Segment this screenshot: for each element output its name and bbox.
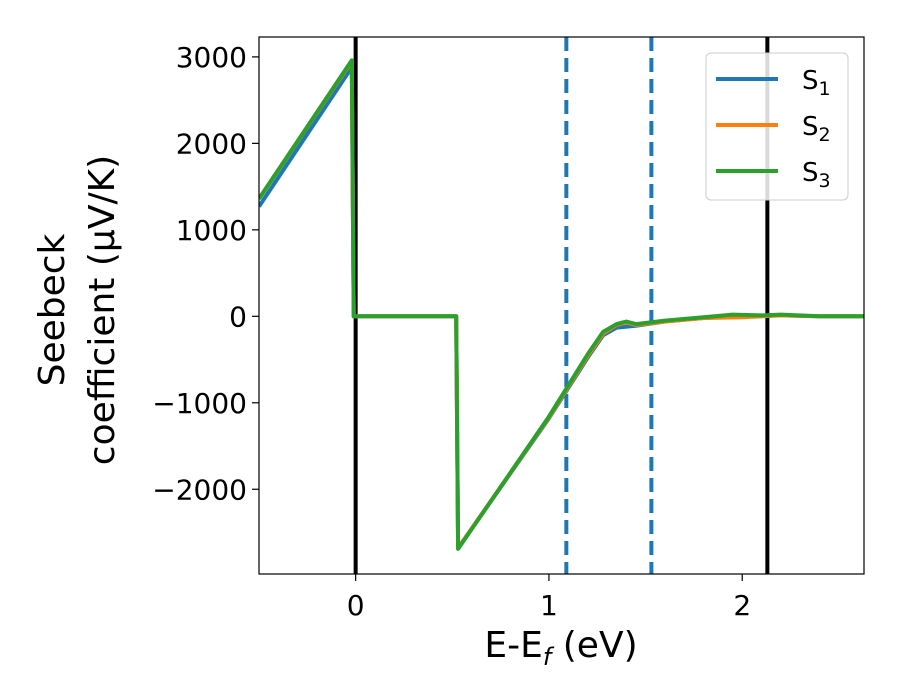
x-tick-label: 1 <box>540 589 558 622</box>
y-axis-ticks: 3000 2000 1000 0 −1000 −2000 <box>152 41 259 506</box>
x-tick-label: 0 <box>347 589 365 622</box>
x-tick-label: 2 <box>733 589 751 622</box>
x-axis-label: E-Ef (eV) <box>484 625 637 671</box>
series-lines <box>259 58 864 551</box>
y-tick-label: 3000 <box>176 41 247 74</box>
legend-label-s3: S3 <box>802 158 831 192</box>
y-axis-label-line1: Seebeck <box>32 233 73 386</box>
legend-label-s2: S2 <box>802 112 831 146</box>
x-axis-ticks: 0 1 2 <box>347 574 751 622</box>
y-tick-label: −2000 <box>152 473 247 506</box>
series-line-s3 <box>259 58 864 551</box>
y-axis-label: Seebeck coefficient (μV/K) <box>32 155 123 465</box>
y-tick-label: 0 <box>229 300 247 333</box>
y-tick-label: 1000 <box>176 214 247 247</box>
plot-frame <box>258 36 865 575</box>
y-tick-label: −1000 <box>152 387 247 420</box>
y-tick-label: 2000 <box>176 127 247 160</box>
legend: S1 S2 S3 <box>705 52 849 201</box>
y-axis-label-line2: coefficient (μV/K) <box>82 155 123 465</box>
legend-label-s1: S1 <box>802 66 831 100</box>
